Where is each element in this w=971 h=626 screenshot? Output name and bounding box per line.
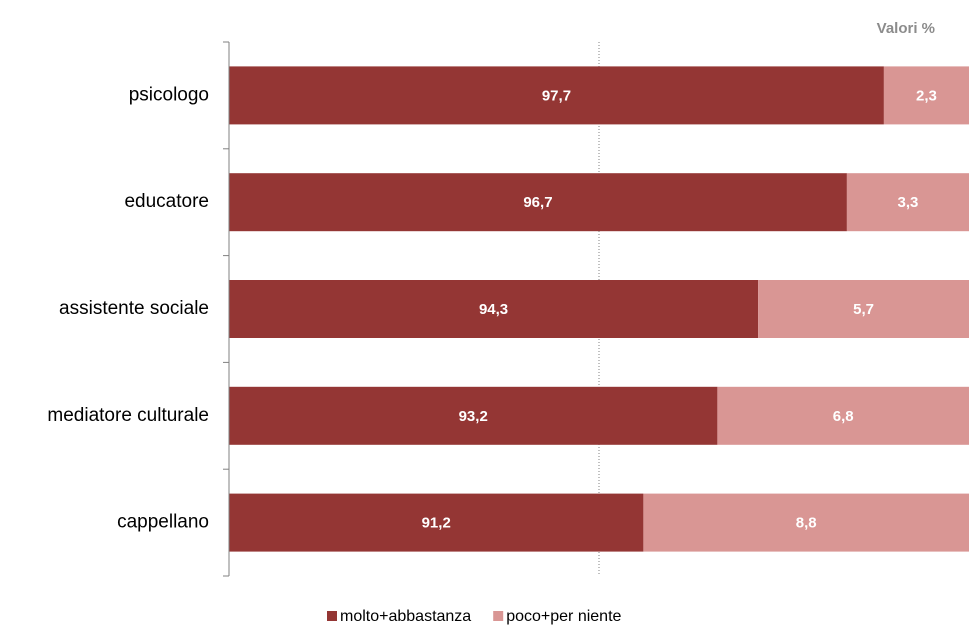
- bar: [229, 386, 718, 445]
- bar: [758, 280, 969, 338]
- chart-subtitle: Valori %: [877, 20, 935, 37]
- y-tick-label: psicologo: [129, 84, 209, 105]
- value-label: 94,3: [479, 301, 508, 318]
- bar: [229, 66, 884, 125]
- legend-label: poco+per niente: [506, 608, 621, 625]
- value-label: 3,3: [898, 194, 919, 211]
- bar: [229, 493, 644, 552]
- value-label: 6,8: [833, 408, 854, 425]
- value-label: 91,2: [422, 515, 451, 532]
- value-label: 2,3: [916, 87, 937, 104]
- legend-label: molto+abbastanza: [340, 608, 471, 625]
- y-tick-label: cappellano: [117, 512, 209, 533]
- value-label: 93,2: [459, 408, 488, 425]
- y-tick-label: mediatore culturale: [47, 405, 209, 426]
- legend-swatch: [493, 611, 504, 621]
- bar: [717, 386, 969, 445]
- bar: [846, 173, 969, 232]
- legend-swatch: [327, 611, 337, 621]
- bar: [883, 66, 969, 125]
- bar: [643, 493, 969, 552]
- bar: [229, 280, 759, 338]
- value-label: 8,8: [796, 515, 817, 532]
- value-label: 96,7: [523, 194, 552, 211]
- value-label: 97,7: [542, 87, 571, 104]
- bar: [229, 173, 847, 232]
- y-tick-label: educatore: [124, 191, 209, 212]
- value-label: 5,7: [853, 301, 874, 318]
- y-tick-label: assistente sociale: [59, 298, 209, 319]
